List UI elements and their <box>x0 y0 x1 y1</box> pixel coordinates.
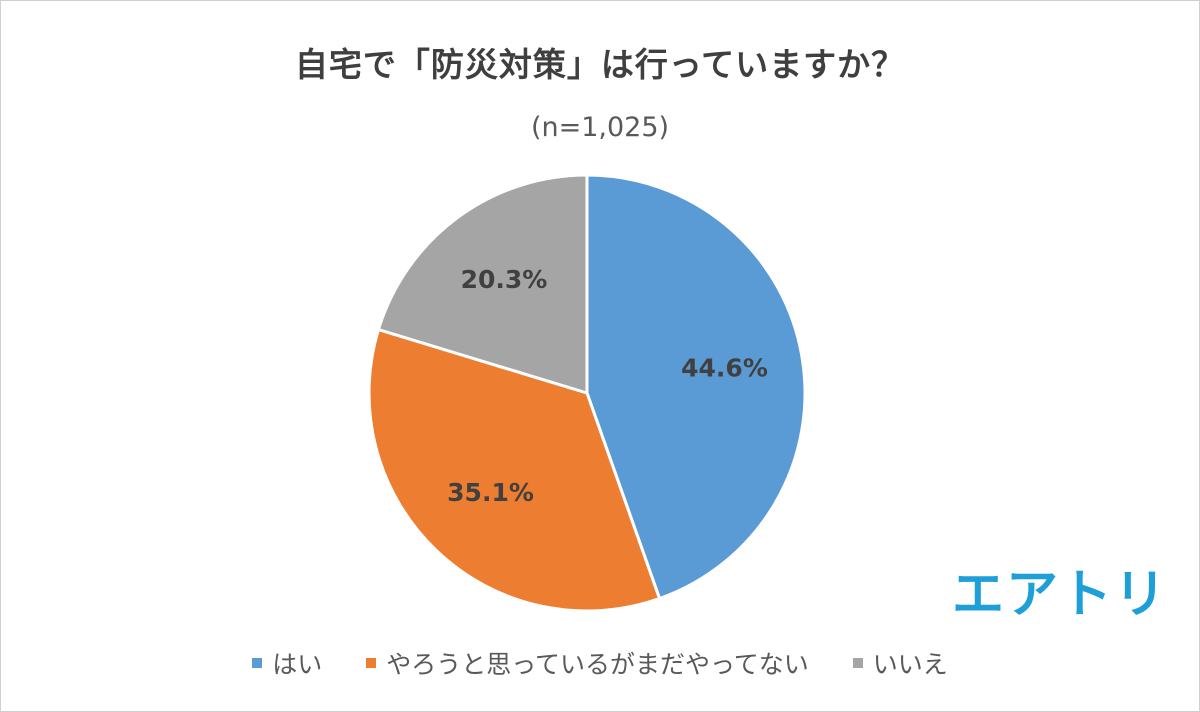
chart-legend: はい やろうと思っているがまだやってない いいえ <box>0 643 1200 683</box>
chart-title: 自宅で「防災対策」は行っていますか？ <box>294 45 906 84</box>
chart-subtitle: (n=1,025) <box>530 112 670 143</box>
legend-item-3: いいえ <box>852 645 948 681</box>
legend-swatch <box>366 658 377 668</box>
legend-item-2: やろうと思っているがまだやってない <box>366 645 809 681</box>
slice-label-2: 35.1% <box>447 478 534 507</box>
legend-item-1: はい <box>252 645 322 681</box>
slice-label-3: 20.3% <box>461 265 548 294</box>
pie-slice-1 <box>585 173 807 601</box>
brand-logo: エアトリ <box>952 565 1169 625</box>
slice-label-1: 44.6% <box>681 353 768 382</box>
legend-label: はい <box>272 650 323 679</box>
legend-label: いいえ <box>872 650 948 679</box>
legend-label: やろうと思っているがまだやってない <box>386 650 809 679</box>
pie-slice-2 <box>367 327 662 613</box>
legend-swatch <box>252 658 263 668</box>
pie-slice-3 <box>376 173 589 396</box>
legend-swatch <box>852 658 863 668</box>
